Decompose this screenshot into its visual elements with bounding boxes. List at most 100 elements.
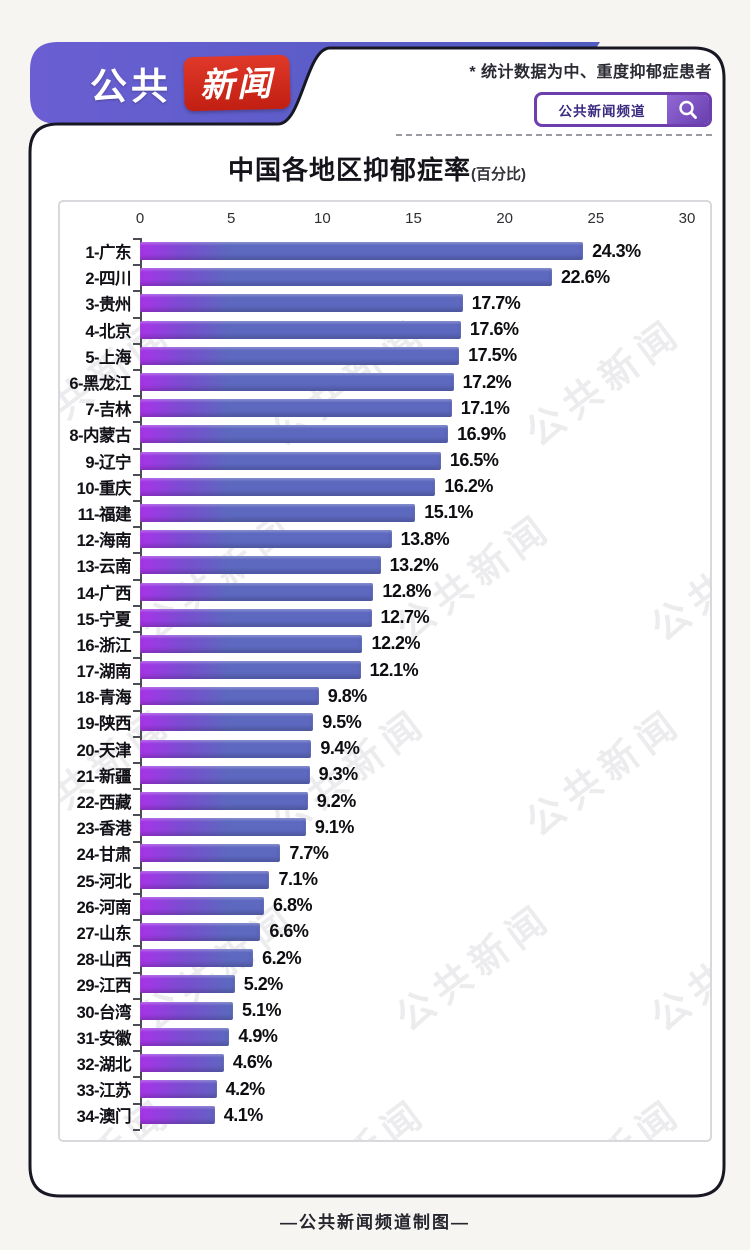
- search-input[interactable]: 公共新闻频道: [558, 103, 646, 119]
- bar: [140, 818, 306, 837]
- bar-track: 9.3%: [140, 762, 687, 788]
- bar-value: 16.2%: [444, 476, 493, 497]
- bar: [140, 922, 261, 941]
- axis-tickmark: [133, 788, 140, 791]
- axis-tickmark: [133, 500, 140, 502]
- chart-row: 27-山东 6.6%: [60, 919, 687, 945]
- bar-value: 9.3%: [318, 764, 359, 785]
- bar-label: 17-湖南: [76, 663, 132, 682]
- bar: [140, 634, 363, 653]
- chart-row: 17-湖南 12.1%: [60, 657, 687, 683]
- bar-label: 16-浙江: [76, 636, 132, 655]
- bar-label: 9-辽宁: [85, 453, 131, 472]
- bar-label: 12-海南: [76, 532, 132, 551]
- bar-value: 5.1%: [241, 1000, 282, 1021]
- bar-track: 9.4%: [140, 736, 687, 762]
- bar-value: 9.2%: [316, 790, 357, 811]
- axis-tickmark: [133, 552, 140, 555]
- chart-rows: 1-广东 24.3% 2-四川 22.6% 3-贵州 17.7% 4-北京 17.6% 5-上海…: [60, 238, 687, 1128]
- chart-plot: 1-广东 24.3% 2-四川 22.6% 3-贵州 17.7% 4-北京 17.6% 5-上海…: [60, 238, 687, 1131]
- bar-label: 26-河南: [76, 898, 132, 917]
- chart-title-sub: (百分比): [471, 166, 526, 183]
- bar-value: 12.1%: [369, 659, 419, 680]
- chart-row: 21-新疆 9.3%: [60, 762, 687, 788]
- y-axis-line: [140, 238, 142, 1129]
- bar-label: 8-内蒙古: [69, 427, 131, 446]
- axis-tickmark: [133, 316, 140, 319]
- chart-row: 20-天津 9.4%: [60, 736, 687, 762]
- axis-tickmark: [133, 866, 140, 869]
- logo-text-public: 公共: [90, 66, 172, 107]
- search-button[interactable]: [667, 95, 709, 124]
- bar-label: 28-山西: [76, 951, 132, 970]
- bar-value: 9.1%: [314, 816, 355, 837]
- bar-track: 6.8%: [140, 893, 687, 919]
- bar-track: 4.9%: [140, 1024, 687, 1050]
- axis-tickmark: [133, 526, 140, 529]
- bar-track: 24.3%: [140, 238, 687, 264]
- axis-tickmark: [133, 997, 140, 1000]
- logo-text-news: 新闻: [199, 65, 275, 105]
- chart-row: 15-宁夏 12.7%: [60, 605, 687, 631]
- bar-value: 15.1%: [424, 502, 473, 523]
- bar-value: 7.1%: [278, 869, 318, 890]
- bar-label: 14-广西: [76, 584, 132, 603]
- bar: [140, 975, 235, 994]
- search-box[interactable]: 公共新闻频道: [534, 92, 712, 127]
- axis-tickmark: [133, 840, 140, 843]
- axis-tick-label: 30: [678, 210, 696, 227]
- chart-row: 33-江苏 4.2%: [60, 1076, 687, 1102]
- bar-value: 17.6%: [469, 319, 519, 340]
- chart-row: 19-陕西 9.5%: [60, 709, 687, 735]
- bar-track: 17.5%: [140, 343, 687, 369]
- chart-row: 6-黑龙江 17.2%: [60, 369, 687, 395]
- bar-label: 34-澳门: [76, 1108, 132, 1127]
- chart-row: 9-辽宁 16.5%: [60, 448, 687, 474]
- bar-value: 16.5%: [449, 450, 499, 471]
- axis-tickmark: [133, 1024, 140, 1026]
- bar-track: 12.2%: [140, 631, 687, 657]
- chart-row: 2-四川 22.6%: [60, 264, 687, 290]
- bar-label: 29-江西: [76, 977, 132, 996]
- axis-tick-label: 25: [587, 210, 605, 227]
- dashed-divider: [396, 134, 712, 136]
- axis-tick-label: 15: [405, 210, 422, 227]
- axis-tickmark: [133, 264, 140, 267]
- bar: [140, 870, 270, 889]
- bar-label: 7-吉林: [85, 401, 131, 420]
- bar-value: 6.6%: [269, 921, 309, 942]
- chart-row: 23-香港 9.1%: [60, 814, 687, 840]
- axis-tickmark: [133, 290, 140, 293]
- bar: [140, 1001, 233, 1020]
- chart-row: 30-台湾 5.1%: [60, 997, 687, 1023]
- chart-row: 28-山西 6.2%: [60, 945, 687, 971]
- axis-tickmark: [133, 369, 140, 371]
- bar-value: 4.6%: [232, 1052, 273, 1073]
- bar-value: 6.8%: [273, 895, 313, 916]
- bar-value: 17.5%: [468, 345, 517, 366]
- bar-track: 6.2%: [140, 945, 687, 971]
- axis-tickmark: [133, 395, 140, 398]
- bar-track: 6.6%: [140, 919, 687, 945]
- bar-value: 24.3%: [592, 240, 641, 261]
- bar-track: 22.6%: [140, 264, 687, 290]
- bar-value: 6.2%: [262, 947, 302, 968]
- bar: [140, 556, 381, 575]
- bar-track: 13.8%: [140, 526, 687, 552]
- axis-tickmark: [133, 945, 140, 948]
- bar: [140, 949, 254, 968]
- axis-tickmark: [133, 1102, 140, 1105]
- bar-track: 15.1%: [140, 500, 687, 526]
- chart-row: 32-湖北 4.6%: [60, 1050, 687, 1076]
- chart-row: 31-安徽 4.9%: [60, 1024, 687, 1050]
- axis-tickmark: [133, 1128, 140, 1131]
- bar-track: 9.2%: [140, 788, 687, 814]
- bar-track: 17.2%: [140, 369, 687, 395]
- bar: [140, 346, 460, 365]
- chart-row: 7-吉林 17.1%: [60, 395, 687, 421]
- bar-track: 4.2%: [140, 1076, 687, 1102]
- bar-label: 11-福建: [77, 505, 132, 524]
- statistics-note: * 统计数据为中、重度抑郁症患者: [469, 64, 712, 81]
- chart-row: 11-福建 15.1%: [60, 500, 687, 526]
- axis-tickmark: [133, 735, 140, 738]
